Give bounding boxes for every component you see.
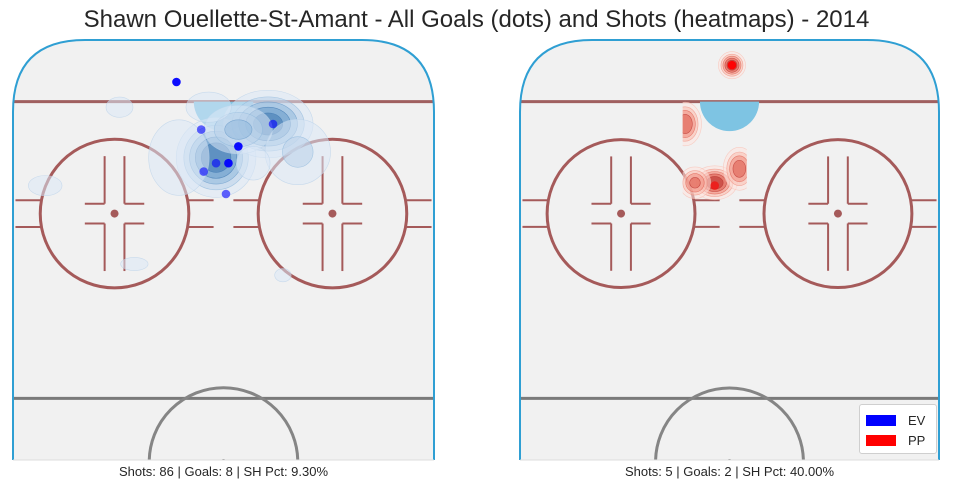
goal-dot bbox=[727, 60, 737, 70]
shot-density-contour bbox=[224, 119, 253, 140]
legend: EV PP bbox=[859, 404, 937, 454]
goal-dot bbox=[710, 181, 720, 190]
shot-density-blob bbox=[682, 101, 702, 147]
ev-panel-caption: Shots: 86 | Goals: 8 | SH Pct: 9.30% bbox=[118, 464, 329, 479]
goal-dot bbox=[221, 189, 231, 199]
shot-density-contour bbox=[120, 257, 149, 271]
ice-surface bbox=[520, 40, 939, 460]
faceoff-circle bbox=[38, 137, 191, 290]
shot-density-blob bbox=[105, 96, 134, 118]
faceoff-right bbox=[739, 138, 937, 290]
shot-density-blob bbox=[264, 118, 331, 186]
faceoff-left bbox=[522, 138, 720, 290]
legend-label-pp: PP bbox=[908, 432, 926, 448]
legend-swatch-pp bbox=[866, 434, 896, 446]
shot-density-contour bbox=[689, 177, 701, 189]
shot-density-ev bbox=[28, 89, 331, 283]
faceoff-dot bbox=[328, 209, 337, 218]
faceoff-dot bbox=[110, 209, 119, 218]
goal-dot bbox=[196, 125, 206, 134]
shot-density-contour bbox=[236, 146, 271, 181]
rink-panel-pp bbox=[519, 39, 940, 461]
shot-density-pp bbox=[682, 51, 747, 201]
goal-dot bbox=[268, 119, 278, 129]
legend-swatch-ev bbox=[866, 414, 896, 426]
shot-density-contour bbox=[148, 119, 210, 196]
shot-density-contour bbox=[28, 175, 63, 197]
faceoff-dot bbox=[617, 209, 626, 218]
legend-label-ev: EV bbox=[908, 412, 926, 428]
faceoff-dot bbox=[833, 209, 842, 218]
faceoff-circle bbox=[762, 138, 914, 290]
goal-dots-ev bbox=[172, 77, 278, 199]
rink-boards bbox=[12, 39, 435, 460]
rink-panel-ev bbox=[12, 39, 435, 461]
shot-density-blob bbox=[236, 146, 271, 181]
shot-density-blob bbox=[682, 166, 712, 199]
goal-dot bbox=[234, 142, 243, 151]
pp-panel-caption: Shots: 5 | Goals: 2 | SH Pct: 40.00% bbox=[624, 464, 835, 479]
goal-crease bbox=[699, 101, 760, 132]
shot-density-contour bbox=[274, 268, 292, 283]
shot-density-contour bbox=[732, 159, 747, 178]
shot-density-contour bbox=[282, 136, 314, 168]
center-circle bbox=[654, 386, 805, 460]
goal-dot bbox=[172, 77, 181, 87]
shot-density-blob bbox=[722, 147, 747, 191]
goal-dots-pp bbox=[710, 60, 737, 190]
rink-boards bbox=[519, 39, 940, 460]
shot-density-contour bbox=[185, 91, 232, 123]
faceoff-right bbox=[233, 137, 432, 290]
shot-density-contour bbox=[105, 96, 134, 118]
shot-density-contour bbox=[682, 114, 693, 134]
goal-dot bbox=[211, 158, 221, 168]
rink-markings bbox=[520, 51, 939, 460]
center-circle bbox=[147, 386, 300, 460]
goal-dot bbox=[199, 167, 208, 176]
shot-density-blob bbox=[120, 257, 149, 271]
shot-density-blob bbox=[274, 268, 292, 283]
chart-title: Shawn Ouellette-St-Amant - All Goals (do… bbox=[83, 6, 870, 33]
faceoff-circle bbox=[256, 137, 409, 290]
legend-item-ev: EV bbox=[866, 410, 930, 430]
goal-dot bbox=[224, 158, 233, 168]
faceoff-circle bbox=[545, 138, 697, 290]
shot-density-blob bbox=[28, 175, 63, 197]
rink-markings bbox=[13, 77, 434, 460]
legend-item-pp: PP bbox=[866, 430, 930, 450]
shot-density-blob bbox=[148, 119, 210, 196]
shot-density-blob bbox=[185, 91, 232, 123]
